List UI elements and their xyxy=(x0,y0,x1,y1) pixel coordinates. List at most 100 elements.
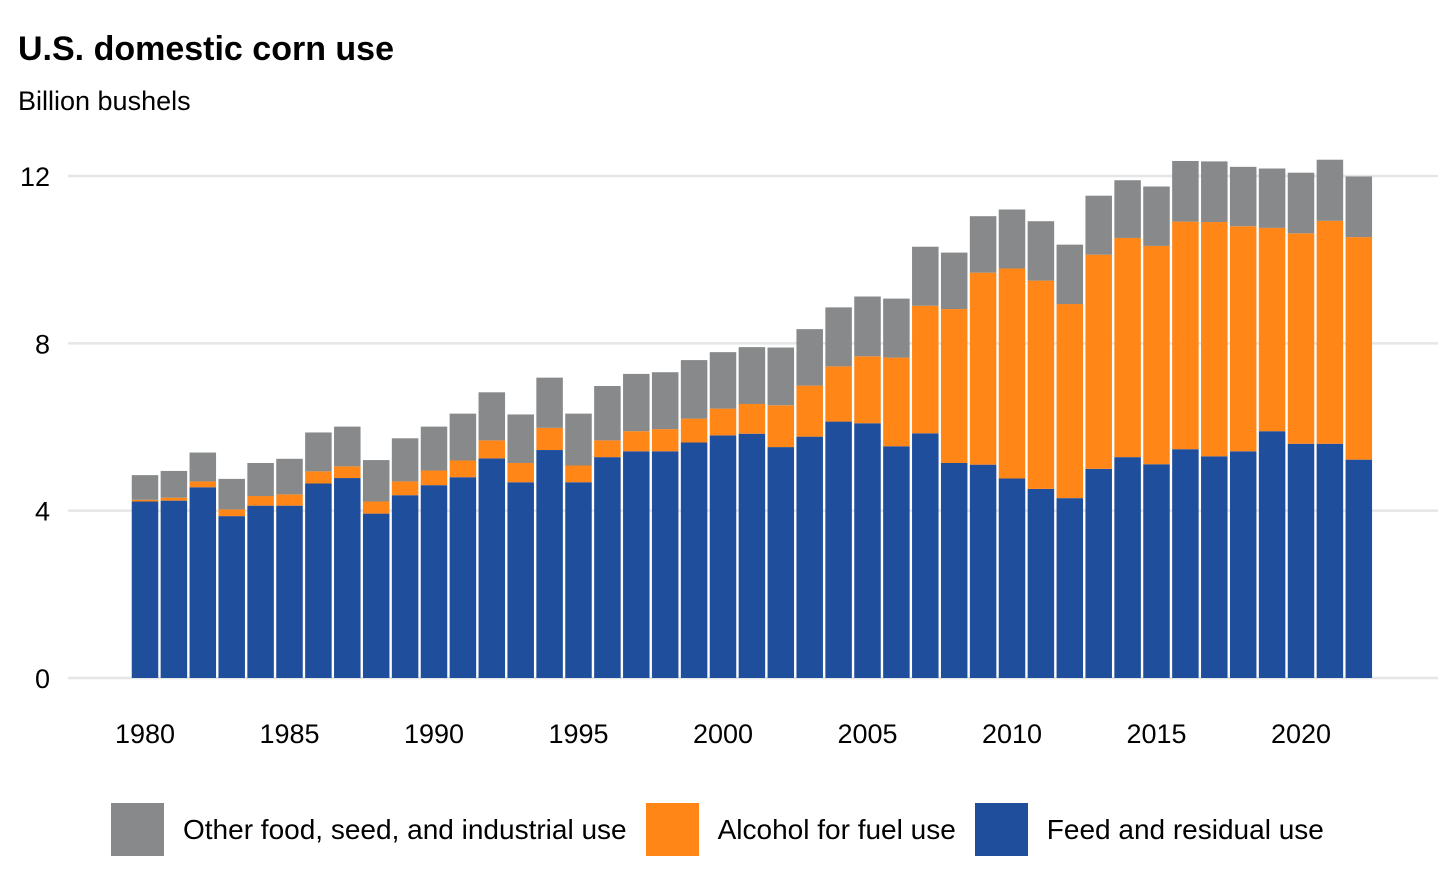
bar-alcohol-1984 xyxy=(247,496,274,506)
bar-other-2011 xyxy=(1027,221,1055,281)
x-axis-ticks: 1980 1985 1990 1995 2000 2005 2010 2015 2020 xyxy=(115,719,1331,749)
x-tick-label: 1980 xyxy=(115,719,175,749)
bar-alcohol-2001 xyxy=(738,404,766,434)
bar-feed-1997 xyxy=(623,451,650,678)
bar-other-2005 xyxy=(854,296,881,357)
bar-feed-1996 xyxy=(594,457,621,678)
legend-label: Other food, seed, and industrial use xyxy=(183,813,627,845)
x-tick-label: 1985 xyxy=(259,719,319,749)
bar-other-2018 xyxy=(1229,166,1257,227)
x-tick-label: 1995 xyxy=(548,719,608,749)
bar-other-1983 xyxy=(218,478,245,510)
bar-alcohol-2015 xyxy=(1143,245,1170,465)
bar-alcohol-2013 xyxy=(1085,254,1112,469)
bar-alcohol-2016 xyxy=(1172,221,1199,450)
bar-other-1980 xyxy=(131,475,159,500)
bar-alcohol-1986 xyxy=(305,471,332,484)
chart-title: U.S. domestic corn use xyxy=(18,30,394,68)
bar-feed-2005 xyxy=(854,423,881,678)
bar-alcohol-2018 xyxy=(1229,226,1257,452)
bar-alcohol-2010 xyxy=(998,268,1026,479)
bar-feed-2011 xyxy=(1027,488,1055,678)
bar-feed-2009 xyxy=(969,464,997,678)
bar-other-2021 xyxy=(1316,159,1344,221)
bar-other-1990 xyxy=(420,426,448,471)
bar-feed-1995 xyxy=(565,482,592,678)
x-tick-label: 2010 xyxy=(982,719,1042,749)
bar-feed-2008 xyxy=(940,462,968,678)
bar-feed-2016 xyxy=(1172,449,1199,678)
bar-feed-1999 xyxy=(680,442,708,678)
bar-alcohol-2012 xyxy=(1056,304,1084,499)
bar-alcohol-1995 xyxy=(565,465,592,483)
y-tick-label: 0 xyxy=(35,664,50,694)
bar-feed-2004 xyxy=(825,421,852,678)
bar-alcohol-2002 xyxy=(767,405,795,448)
bar-alcohol-2000 xyxy=(709,408,737,436)
legend-label: Alcohol for fuel use xyxy=(717,813,956,845)
bar-other-2008 xyxy=(940,252,968,310)
bar-other-2019 xyxy=(1258,168,1286,228)
bar-feed-1994 xyxy=(536,450,563,678)
bar-alcohol-1993 xyxy=(507,462,534,483)
bar-alcohol-2021 xyxy=(1316,220,1344,444)
bar-feed-1990 xyxy=(420,485,448,678)
bar-feed-1989 xyxy=(391,495,419,678)
bar-other-1984 xyxy=(247,462,274,497)
bar-feed-1985 xyxy=(276,505,303,678)
orange-square-icon xyxy=(645,803,699,856)
bar-alcohol-1988 xyxy=(362,501,390,514)
bar-other-1985 xyxy=(276,458,303,495)
bar-alcohol-2011 xyxy=(1027,280,1055,489)
bar-other-2012 xyxy=(1056,244,1084,305)
bar-alcohol-2003 xyxy=(796,385,823,437)
bar-feed-2000 xyxy=(709,435,737,678)
x-tick-label: 2000 xyxy=(693,719,753,749)
bar-feed-1987 xyxy=(334,478,361,678)
bar-alcohol-1991 xyxy=(449,460,477,478)
bar-other-1998 xyxy=(651,372,679,430)
bar-other-2007 xyxy=(912,246,939,306)
chart-subtitle: Billion bushels xyxy=(18,86,191,116)
bar-other-2022 xyxy=(1345,176,1373,238)
bar-other-2013 xyxy=(1085,195,1112,255)
bar-feed-1992 xyxy=(478,458,506,678)
bar-alcohol-1981 xyxy=(160,497,188,501)
bar-feed-2002 xyxy=(767,447,795,678)
bar-feed-1981 xyxy=(160,500,188,678)
bar-other-2006 xyxy=(883,298,910,358)
bar-other-1994 xyxy=(536,377,563,428)
stacked-bar-chart: 0 4 8 12 1980 1985 1990 1995 2000 2005 2010 2015 20… xyxy=(20,159,1438,749)
bar-feed-2019 xyxy=(1258,431,1286,678)
bar-other-2004 xyxy=(825,307,852,367)
bar-alcohol-1982 xyxy=(189,481,217,488)
bar-feed-2006 xyxy=(883,446,910,678)
bar-alcohol-1999 xyxy=(680,418,708,443)
x-tick-label: 1990 xyxy=(404,719,464,749)
bar-other-2014 xyxy=(1114,180,1141,238)
bar-other-2001 xyxy=(738,347,766,405)
bar-other-1995 xyxy=(565,413,592,466)
bar-feed-2022 xyxy=(1345,459,1373,678)
bar-feed-2018 xyxy=(1229,451,1257,678)
bar-feed-1993 xyxy=(507,482,534,678)
bar-other-2002 xyxy=(767,347,795,406)
bar-other-2016 xyxy=(1172,160,1199,222)
bars xyxy=(131,159,1373,678)
bar-feed-2015 xyxy=(1143,464,1170,678)
bar-feed-1988 xyxy=(362,513,390,678)
bar-feed-2020 xyxy=(1287,443,1315,678)
bar-alcohol-1996 xyxy=(594,440,621,458)
bar-alcohol-2019 xyxy=(1258,227,1286,432)
y-tick-label: 12 xyxy=(20,162,50,192)
blue-square-icon xyxy=(974,803,1028,856)
bar-other-1999 xyxy=(680,360,708,419)
bar-alcohol-2005 xyxy=(854,356,881,424)
legend: Other food, seed, and industrial use Alc… xyxy=(111,803,1343,856)
bar-other-2010 xyxy=(998,209,1026,269)
y-tick-label: 8 xyxy=(35,329,50,359)
bar-alcohol-1983 xyxy=(218,509,245,517)
bar-alcohol-2022 xyxy=(1345,237,1373,460)
bar-other-1996 xyxy=(594,386,621,441)
bar-alcohol-1990 xyxy=(420,470,448,486)
